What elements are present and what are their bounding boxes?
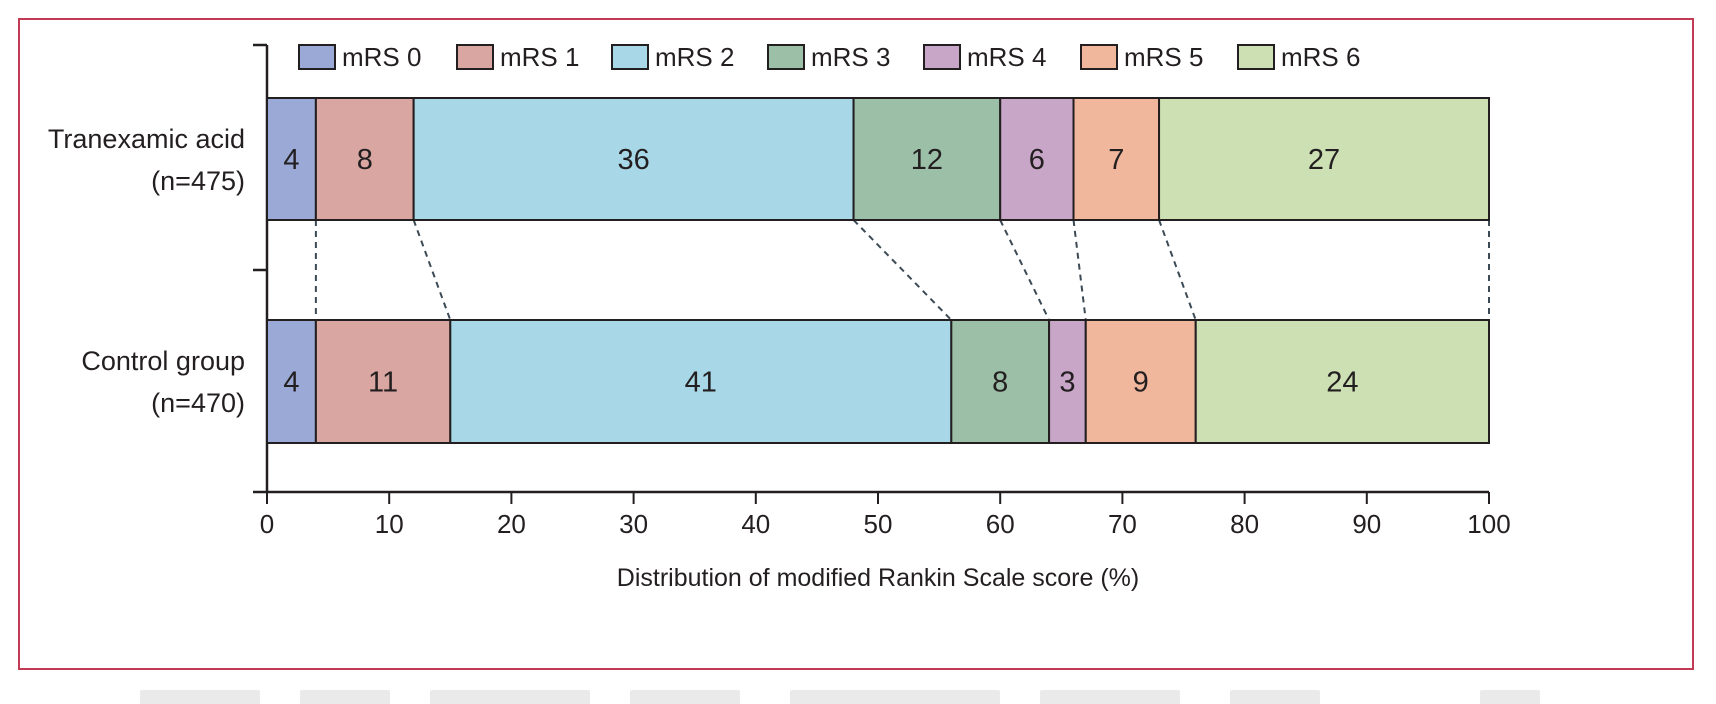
bar-value-label: 3 xyxy=(1059,367,1075,399)
bar-segment xyxy=(449,319,953,444)
connector-line xyxy=(852,219,953,321)
bar-segment xyxy=(1194,319,1490,444)
legend-label: mRS 0 xyxy=(342,42,421,72)
bar-segment xyxy=(1072,97,1161,221)
bar-segment xyxy=(1048,319,1087,444)
x-tick-label: 60 xyxy=(986,509,1015,539)
legend-swatch xyxy=(923,44,961,70)
category-label: Tranexamic acid xyxy=(48,124,245,154)
x-tick-label: 90 xyxy=(1352,509,1381,539)
bar-segment xyxy=(1084,319,1197,444)
x-tick-label: 80 xyxy=(1230,509,1259,539)
bar-segment xyxy=(1158,97,1491,221)
bar-value-label: 27 xyxy=(1308,144,1340,176)
legend-swatch xyxy=(298,44,336,70)
legend-swatch xyxy=(611,44,649,70)
bar-value-label: 36 xyxy=(617,144,649,176)
category-count: (n=475) xyxy=(151,166,245,196)
bar-value-label: 11 xyxy=(368,367,398,399)
connector-line xyxy=(412,219,452,321)
legend-swatch xyxy=(456,44,494,70)
legend-label: mRS 5 xyxy=(1124,42,1203,72)
bar-value-label: 8 xyxy=(357,144,373,176)
x-axis-label: Distribution of modified Rankin Scale sc… xyxy=(617,564,1139,592)
bar-segment xyxy=(314,97,415,221)
bar-segment xyxy=(999,97,1075,221)
bar-value-label: 7 xyxy=(1108,144,1124,176)
bar-segment xyxy=(852,97,1002,221)
bar-value-label: 8 xyxy=(992,367,1008,399)
x-tick-label: 10 xyxy=(375,509,404,539)
bar-segment xyxy=(314,319,452,444)
x-tick-label: 40 xyxy=(741,509,770,539)
legend-swatch xyxy=(1237,44,1275,70)
x-tick-label: 30 xyxy=(619,509,648,539)
legend-swatch xyxy=(767,44,805,70)
x-tick-label: 20 xyxy=(497,509,526,539)
legend-label: mRS 1 xyxy=(500,42,579,72)
bar-value-label: 24 xyxy=(1326,367,1358,399)
x-tick-label: 0 xyxy=(260,509,274,539)
category-label: Control group xyxy=(81,346,245,376)
legend-label: mRS 3 xyxy=(811,42,890,72)
bar-value-label: 4 xyxy=(283,367,299,399)
legend-label: mRS 4 xyxy=(967,42,1046,72)
connector-line xyxy=(999,219,1050,321)
legend-swatch xyxy=(1080,44,1118,70)
legend-label: mRS 2 xyxy=(655,42,734,72)
stacked-bar-chart: 0 10 20 30 40 50 60 70 80 90 100 Distribution of mo… xyxy=(48,42,1511,592)
x-tick-label: 70 xyxy=(1108,509,1137,539)
bar-value-label: 6 xyxy=(1029,144,1045,176)
x-tick-label: 50 xyxy=(864,509,893,539)
cropped-caption-strip xyxy=(0,684,1716,704)
bar-segment xyxy=(266,319,317,444)
connector-line xyxy=(1158,219,1197,321)
figure-frame: 0 10 20 30 40 50 60 70 80 90 100 Distribution of mo… xyxy=(18,18,1694,670)
bar-value-label: 12 xyxy=(911,144,943,176)
category-count: (n=470) xyxy=(151,388,245,418)
bar-segment xyxy=(412,97,855,221)
bar-value-label: 41 xyxy=(685,367,717,399)
bar-segment xyxy=(266,97,317,221)
bar-value-label: 9 xyxy=(1133,367,1149,399)
legend-label: mRS 6 xyxy=(1281,42,1360,72)
x-tick-label: 100 xyxy=(1467,509,1510,539)
bar-value-label: 4 xyxy=(283,144,299,176)
connector-line xyxy=(1072,219,1087,321)
